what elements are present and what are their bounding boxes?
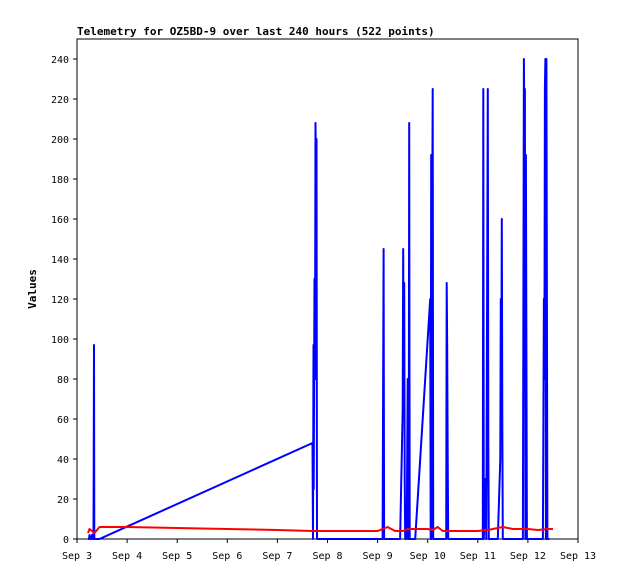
x-tick-label: Sep 6: [212, 551, 242, 562]
x-tick-label: Sep 4: [112, 551, 142, 562]
x-tick-label: Sep 3: [62, 551, 92, 562]
y-tick-label: 240: [51, 55, 69, 66]
x-tick-label: Sep 12: [510, 551, 546, 562]
x-tick-label: Sep 5: [162, 551, 192, 562]
y-tick-label: 0: [63, 535, 69, 546]
x-tick-label: Sep 10: [410, 551, 446, 562]
series-layer: [87, 58, 553, 540]
y-tick-label: 120: [51, 295, 69, 306]
y-tick-label: 20: [57, 495, 69, 506]
y-tick-label: 220: [51, 95, 69, 106]
y-tick-label: 40: [57, 455, 69, 466]
y-tick-label: 160: [51, 215, 69, 226]
y-tick-label: 80: [57, 375, 69, 386]
x-tick-label: Sep 7: [262, 551, 292, 562]
x-tick-label: Sep 11: [460, 551, 496, 562]
series-line-1: [88, 58, 550, 540]
x-tick-label: Sep 8: [312, 551, 342, 562]
x-axis: Sep 3 Sep 4 Sep 5 Sep 6 Sep 7 Sep 8 Sep 9 Sep 1…: [62, 539, 596, 562]
x-tick-label: Sep 13: [560, 551, 596, 562]
x-tick-label: Sep 9: [363, 551, 393, 562]
y-tick-label: 200: [51, 135, 69, 146]
y-tick-label: 140: [51, 255, 69, 266]
y-tick-label: 60: [57, 415, 69, 426]
y-tick-label: 180: [51, 175, 69, 186]
y-tick-label: 100: [51, 335, 69, 346]
chart-title: Telemetry for OZ5BD-9 over last 240 hour…: [77, 25, 435, 38]
y-axis-label: Values: [26, 269, 39, 309]
y-axis: 0 20 40 60 80 100 120 140 160 180 200 220 240: [51, 55, 77, 546]
series-line-2: [87, 526, 553, 534]
